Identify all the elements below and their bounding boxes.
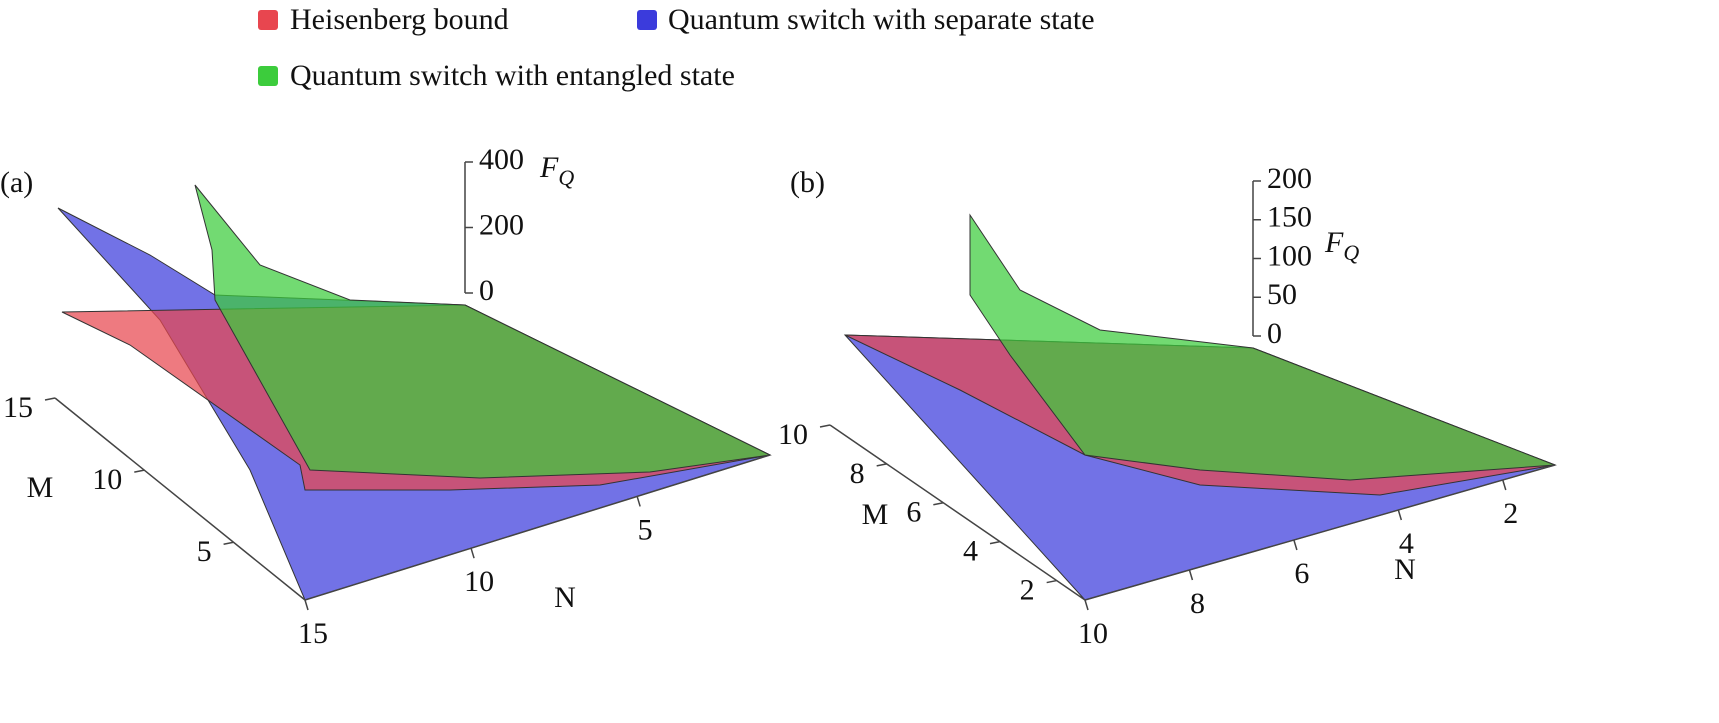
x-tick-label: 10: [1078, 617, 1108, 650]
z-tick-label: 50: [1267, 278, 1297, 311]
y-axis: [829, 424, 1086, 601]
legend-label: Quantum switch with entangled state: [290, 59, 735, 92]
x-tick-label: 6: [1294, 557, 1309, 590]
x-tick-label: 8: [1190, 587, 1205, 620]
x-tick: [1502, 479, 1507, 491]
y-tick: [44, 397, 56, 401]
x-axis-label: N: [554, 581, 576, 614]
y-tick: [933, 502, 944, 506]
z-tick-label: 400: [479, 143, 524, 176]
y-tick-label: 2: [1020, 573, 1035, 606]
axes: 5 10 15 5 10 15 0 200 400: [3, 143, 771, 650]
x-tick-label: 10: [464, 565, 494, 598]
x-tick: [470, 547, 475, 559]
z-axis-label-main: F: [539, 151, 559, 184]
x-tick: [1397, 509, 1403, 521]
x-axis-label: N: [1394, 553, 1416, 586]
y-tick: [223, 541, 234, 546]
legend-swatch: [258, 10, 278, 30]
y-axis-label: M: [862, 498, 889, 531]
z-axis-label: FQ: [539, 151, 574, 190]
x-axis: [304, 454, 771, 601]
panel-label: (b): [790, 166, 825, 199]
z-tick-label: 100: [1267, 239, 1312, 272]
surface: [194, 184, 772, 479]
panel-label: (a): [0, 166, 33, 199]
legend-swatch: [258, 66, 278, 86]
z-axis-label-subscript: Q: [1343, 240, 1359, 265]
y-tick: [819, 424, 831, 428]
x-tick: [1084, 599, 1089, 611]
z-tick-label: 200: [1267, 162, 1312, 195]
y-axis-label: M: [27, 471, 54, 504]
legend-swatch: [637, 10, 657, 30]
y-tick: [1046, 579, 1057, 584]
y-tick-label: 6: [906, 496, 921, 529]
y-tick-label: 4: [963, 535, 978, 568]
y-tick-label: 5: [197, 535, 212, 568]
y-tick-label: 15: [3, 391, 33, 424]
x-tick-label: 15: [298, 617, 328, 650]
y-tick-label: 10: [778, 418, 808, 451]
x-tick-label: 4: [1399, 527, 1414, 560]
y-tick: [876, 463, 887, 467]
legend-label: Heisenberg bound: [290, 3, 509, 36]
x-tick-label: 5: [638, 513, 653, 546]
z-axis-label: FQ: [1324, 226, 1359, 265]
y-tick: [989, 540, 1001, 545]
panel-b-surfaces: [843, 213, 1557, 601]
y-tick: [134, 469, 145, 473]
x-tick: [636, 496, 641, 507]
z-tick-label: 200: [479, 208, 524, 241]
panel-a-surfaces: [57, 184, 772, 601]
y-tick-label: 10: [92, 463, 122, 496]
x-axis: [1084, 464, 1556, 601]
z-axis-label-main: F: [1324, 226, 1344, 259]
legend-label: Quantum switch with separate state: [668, 3, 1095, 36]
x-tick: [304, 599, 309, 611]
x-tick: [1188, 569, 1194, 581]
z-axis-label-subscript: Q: [558, 165, 574, 190]
z-tick-label: 0: [479, 274, 494, 307]
y-axis: [54, 397, 306, 601]
x-tick-label: 2: [1503, 497, 1518, 530]
y-tick-label: 8: [850, 457, 865, 490]
z-tick-label: 150: [1267, 201, 1312, 234]
z-tick-label: 0: [1267, 317, 1282, 350]
surface: [969, 213, 1556, 481]
x-tick: [1293, 539, 1298, 551]
